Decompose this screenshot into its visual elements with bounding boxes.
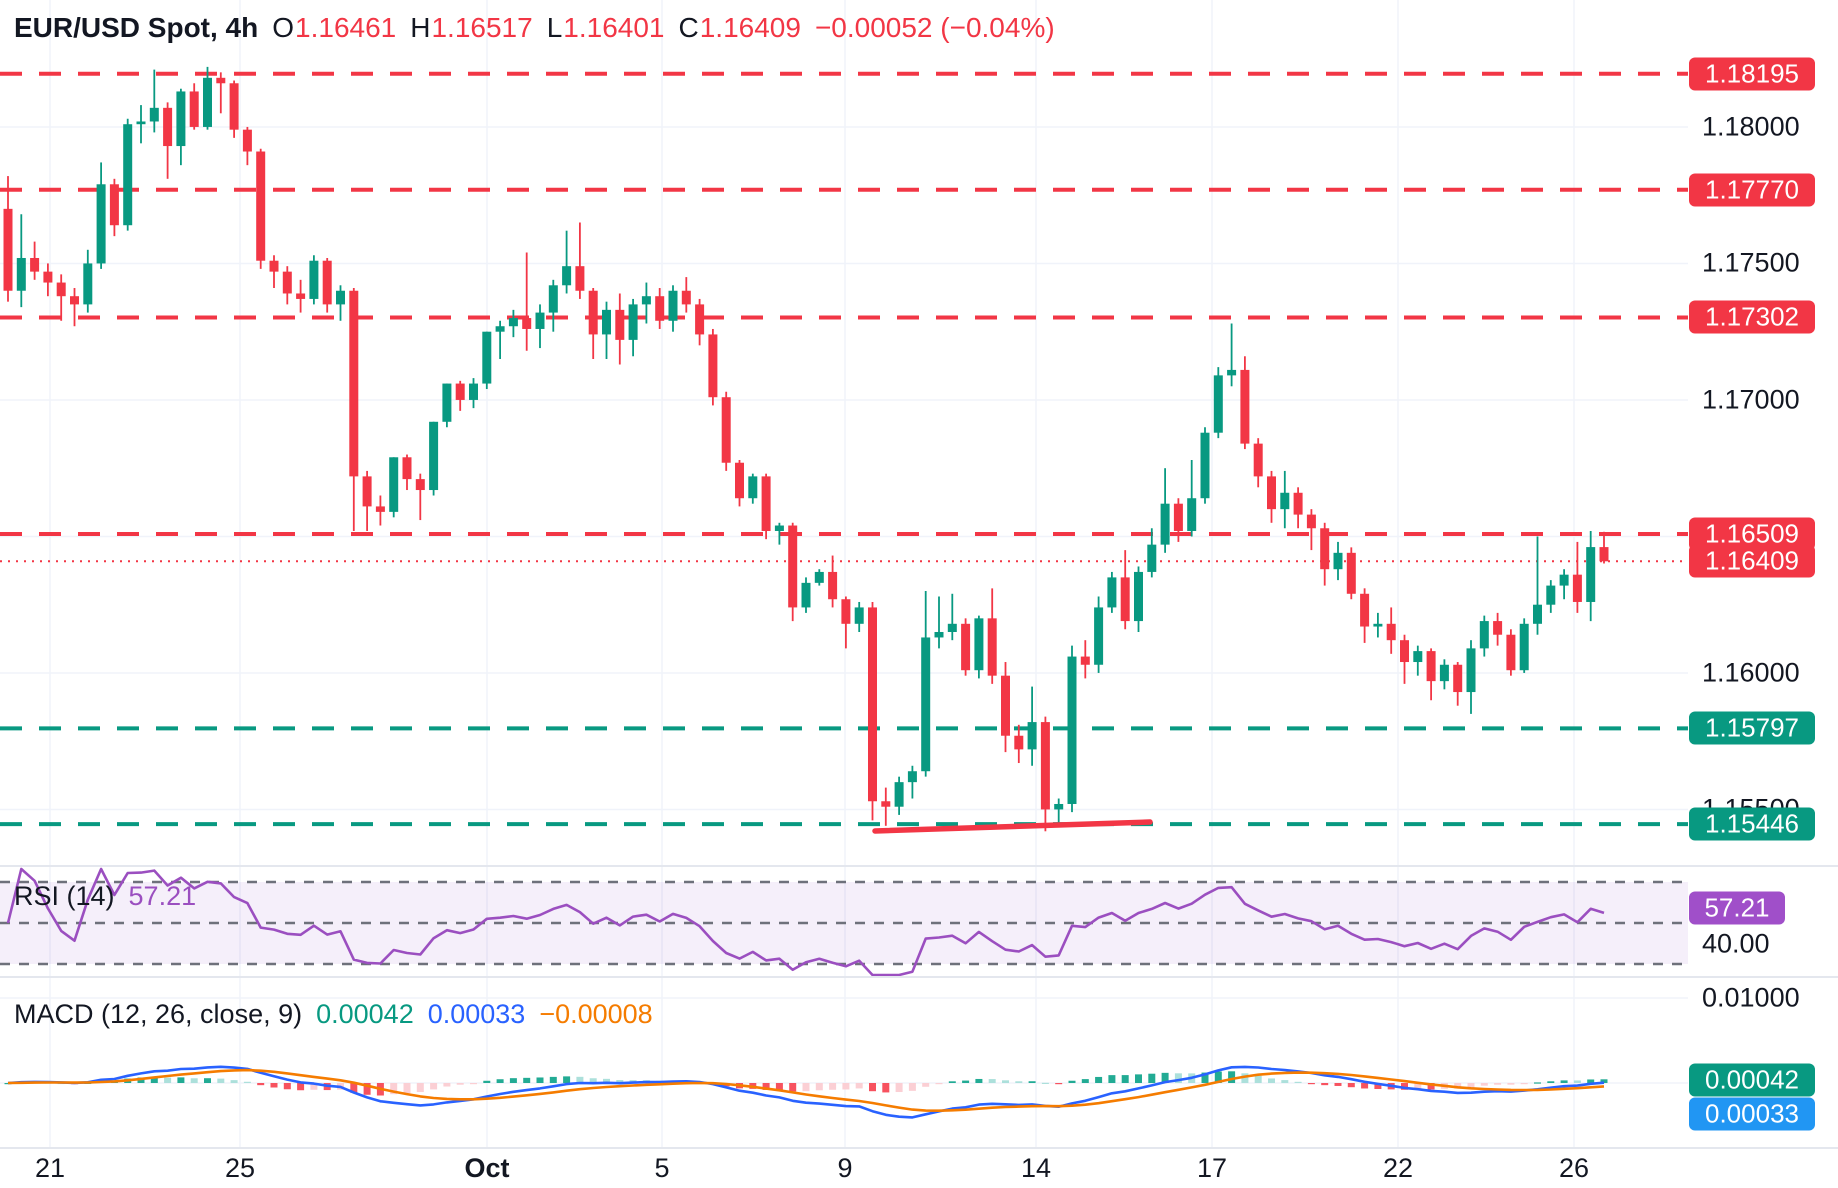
time-scale[interactable] bbox=[0, 1148, 1838, 1188]
price-scale[interactable] bbox=[1688, 0, 1838, 1148]
